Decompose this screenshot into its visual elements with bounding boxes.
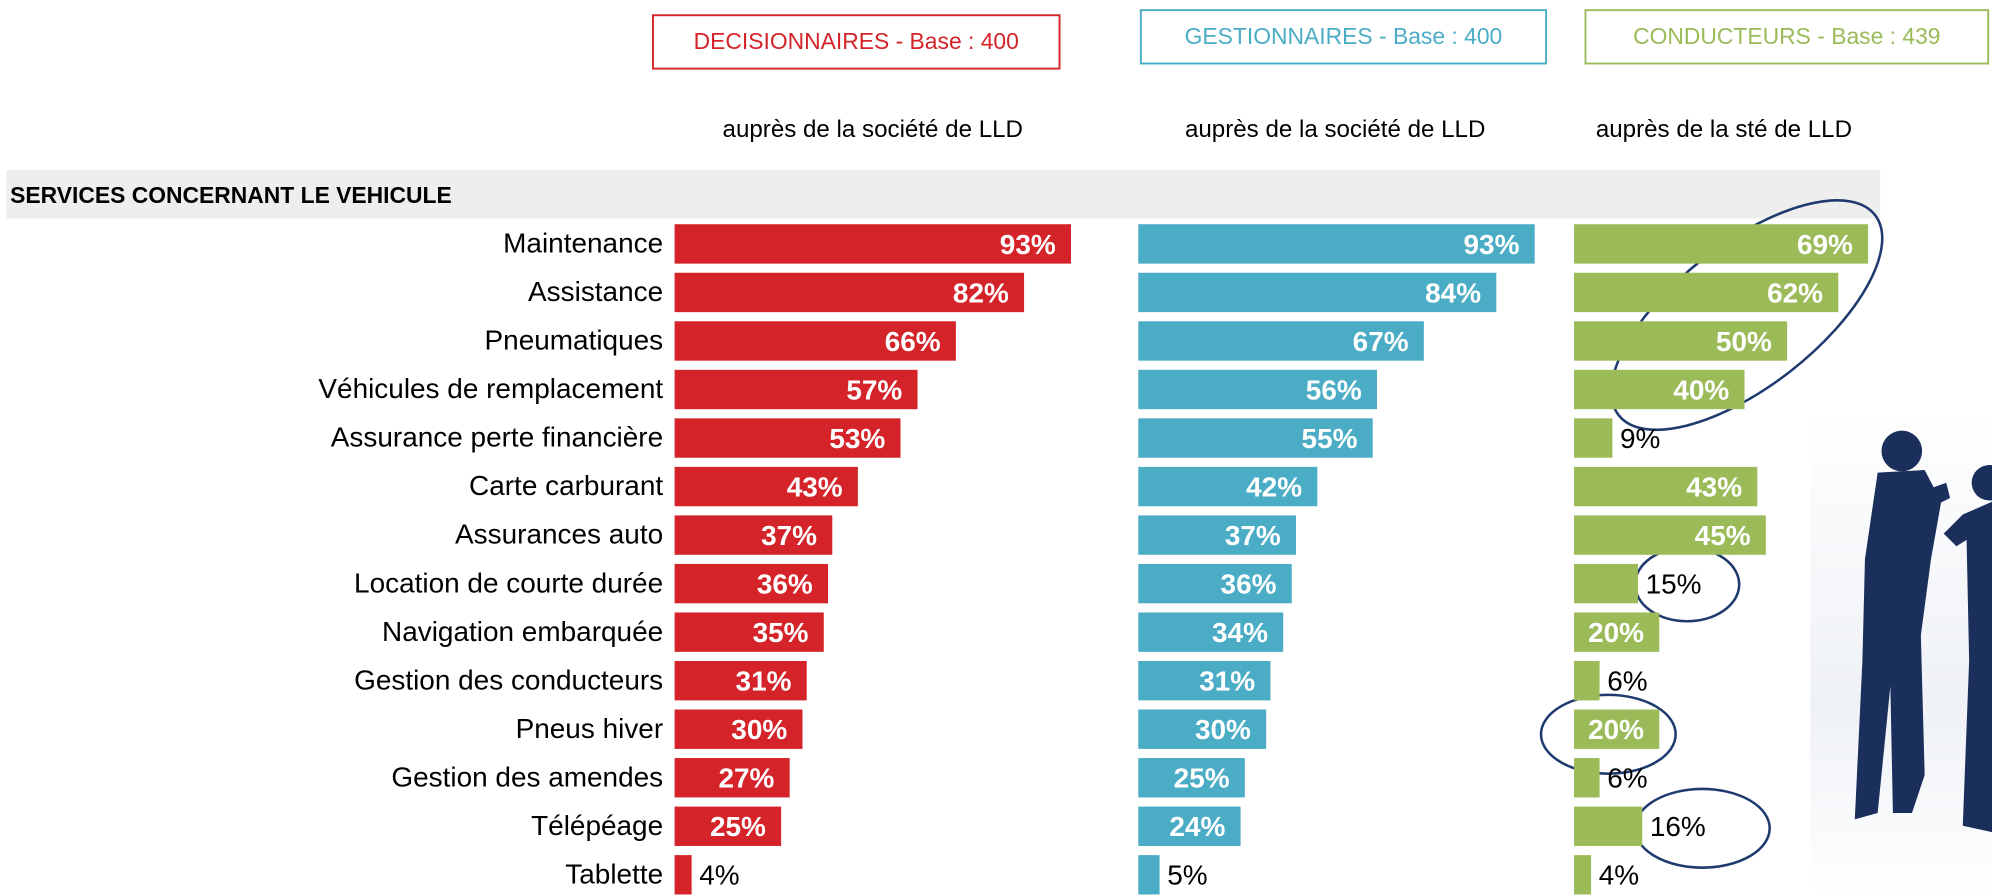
value-label: 6% xyxy=(1607,763,1647,794)
bar xyxy=(1574,418,1612,457)
series-header: CONDUCTEURS - Base : 439 xyxy=(1633,23,1940,49)
series-subtitle: auprès de la société de LLD xyxy=(1185,116,1485,143)
category-label: Véhicules de remplacement xyxy=(318,373,663,404)
value-label: 25% xyxy=(1174,763,1230,794)
value-label: 43% xyxy=(1686,471,1742,502)
value-label: 84% xyxy=(1425,277,1481,308)
value-label: 20% xyxy=(1588,714,1644,745)
category-label: Maintenance xyxy=(503,228,663,259)
category-label: Assurances auto xyxy=(455,519,663,550)
value-label: 30% xyxy=(1195,714,1251,745)
bar xyxy=(675,855,692,894)
value-label: 24% xyxy=(1169,811,1225,842)
section-title: SERVICES CONCERNANT LE VEHICULE xyxy=(10,182,452,208)
value-label: 62% xyxy=(1767,277,1823,308)
value-label: 66% xyxy=(885,326,941,357)
series-header: GESTIONNAIRES - Base : 400 xyxy=(1185,23,1503,49)
bar xyxy=(1574,758,1600,797)
category-label: Assistance xyxy=(528,276,663,307)
value-label: 31% xyxy=(1199,666,1255,697)
value-label: 50% xyxy=(1716,326,1772,357)
category-label: Carte carburant xyxy=(469,470,663,501)
value-label: 4% xyxy=(1599,860,1639,891)
value-label: 82% xyxy=(953,277,1009,308)
value-label: 20% xyxy=(1588,617,1644,648)
category-label: Assurance perte financière xyxy=(331,422,663,453)
value-label: 37% xyxy=(1225,520,1281,551)
value-label: 36% xyxy=(1221,569,1277,600)
value-label: 27% xyxy=(719,763,775,794)
value-label: 6% xyxy=(1607,666,1647,697)
value-label: 42% xyxy=(1246,471,1302,502)
category-label: Télépéage xyxy=(531,810,663,841)
value-label: 67% xyxy=(1353,326,1409,357)
category-label: Pneumatiques xyxy=(485,325,664,356)
bar xyxy=(1574,807,1642,846)
chart: SERVICES CONCERNANT LE VEHICULE Maintena… xyxy=(0,0,1992,895)
value-label: 9% xyxy=(1620,423,1660,454)
series-subtitle: auprès de la société de LLD xyxy=(723,116,1023,143)
value-label: 34% xyxy=(1212,617,1268,648)
value-label: 43% xyxy=(787,471,843,502)
value-label: 40% xyxy=(1673,374,1729,405)
value-label: 4% xyxy=(699,860,739,891)
value-label: 45% xyxy=(1695,520,1751,551)
value-label: 93% xyxy=(1464,229,1520,260)
value-label: 15% xyxy=(1646,569,1702,600)
value-label: 31% xyxy=(736,666,792,697)
value-label: 25% xyxy=(710,811,766,842)
bar xyxy=(1574,564,1638,603)
value-label: 37% xyxy=(761,520,817,551)
value-label: 56% xyxy=(1306,374,1362,405)
category-label: Gestion des amendes xyxy=(391,761,663,792)
value-label: 36% xyxy=(757,569,813,600)
bar xyxy=(1574,855,1591,894)
value-label: 30% xyxy=(731,714,787,745)
bar xyxy=(1138,855,1159,894)
value-label: 53% xyxy=(829,423,885,454)
value-label: 57% xyxy=(846,374,902,405)
value-label: 16% xyxy=(1650,811,1706,842)
category-label: Pneus hiver xyxy=(516,713,664,744)
value-label: 93% xyxy=(1000,229,1056,260)
bar xyxy=(1574,661,1600,700)
category-label: Gestion des conducteurs xyxy=(354,664,663,695)
series-header: DECISIONNAIRES - Base : 400 xyxy=(694,28,1019,54)
category-label: Tablette xyxy=(565,858,663,889)
category-label: Location de courte durée xyxy=(354,567,663,598)
category-label: Navigation embarquée xyxy=(382,616,663,647)
value-label: 55% xyxy=(1302,423,1358,454)
value-label: 35% xyxy=(753,617,809,648)
value-label: 5% xyxy=(1167,860,1207,891)
page: SERVICES CONCERNANT LE VEHICULE Maintena… xyxy=(0,0,1992,895)
value-label: 69% xyxy=(1797,229,1853,260)
series-subtitle: auprès de la sté de LLD xyxy=(1596,116,1852,143)
